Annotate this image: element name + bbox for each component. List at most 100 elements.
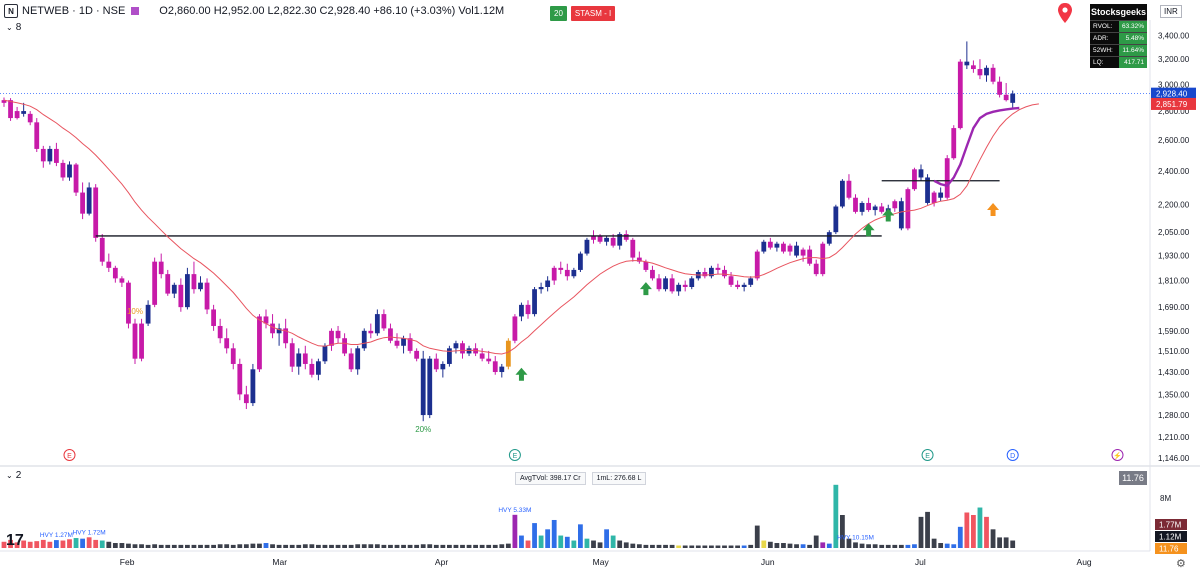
- up-arrow-icon: [882, 208, 895, 222]
- volume-bar: [211, 544, 216, 548]
- volume-value-text: 11.76: [1122, 473, 1144, 483]
- indicator-badge-20[interactable]: 20: [550, 6, 567, 21]
- candle-body: [859, 202, 865, 212]
- volume-tick-label: 8M: [1160, 494, 1171, 503]
- candle-body: [617, 234, 623, 246]
- volume-bar: [322, 544, 328, 548]
- y-tick-label: 2,800.00: [1158, 107, 1190, 116]
- volume-bar: [204, 544, 210, 548]
- volume-bar: [663, 544, 668, 548]
- settings-gear-icon[interactable]: ⚙: [1176, 558, 1186, 570]
- location-pin-icon[interactable]: [1057, 2, 1073, 24]
- candle-body: [1, 100, 7, 103]
- candle-body: [591, 235, 596, 240]
- candle-body: [898, 201, 904, 229]
- candle-body: [440, 363, 446, 370]
- price-pane-badge[interactable]: ⌄ 8: [6, 22, 21, 33]
- volume-bar: [669, 544, 675, 548]
- flag-icon[interactable]: [131, 7, 140, 15]
- candle-body: [453, 343, 459, 349]
- tradingview-logo[interactable]: 17: [6, 532, 24, 549]
- candle-body: [329, 330, 334, 346]
- candle-body: [879, 206, 885, 212]
- candle-body: [80, 192, 85, 214]
- x-tick-label: Apr: [435, 557, 448, 567]
- percent-annotation: 20%: [415, 425, 431, 434]
- y-tick-label: 3,400.00: [1158, 32, 1190, 41]
- volume-bar: [1003, 537, 1009, 548]
- y-tick-label: 1,430.00: [1158, 368, 1190, 377]
- volume-bar: [342, 544, 347, 548]
- moving-average-line: [3, 99, 1039, 355]
- candle-body: [388, 328, 393, 341]
- y-tick-label: 2,200.00: [1158, 201, 1190, 210]
- candle-body: [126, 282, 131, 324]
- heavy-volume-label: HVY 5.33M: [498, 507, 531, 514]
- candle-body: [86, 187, 92, 214]
- volume-bar: [250, 543, 256, 548]
- volume-bar: [237, 544, 243, 548]
- candle-body: [374, 314, 380, 334]
- volume-value-box: [1119, 471, 1147, 485]
- candle-body: [67, 164, 72, 178]
- volume-bar: [584, 538, 590, 548]
- candle-body: [669, 278, 675, 292]
- volume-bar: [165, 544, 171, 548]
- stats-title: Stocksgeeks: [1090, 7, 1147, 17]
- volume-bar: [407, 544, 413, 548]
- volume-bar: [558, 535, 564, 548]
- volume-bar: [787, 543, 793, 548]
- candle-body: [650, 269, 655, 279]
- volume-bar: [676, 545, 682, 548]
- candle-body: [951, 128, 957, 159]
- price-label-text: 2,928.40: [1156, 90, 1188, 99]
- y-tick-label: 2,400.00: [1158, 167, 1190, 176]
- volume-bar: [545, 529, 551, 548]
- y-tick-label: 1,690.00: [1158, 303, 1190, 312]
- candle-body: [787, 245, 793, 252]
- candle-body: [119, 278, 125, 283]
- candle-body: [165, 274, 171, 294]
- volume-bar: [112, 543, 118, 548]
- candle-body: [833, 206, 839, 233]
- candle-body: [407, 338, 413, 351]
- volume-pane-badge[interactable]: ⌄ 2: [6, 470, 21, 481]
- volume-bar: [866, 544, 871, 548]
- volume-bar: [368, 544, 374, 548]
- candle-body: [427, 358, 433, 416]
- x-tick-label: Feb: [120, 557, 135, 567]
- candle-body: [872, 206, 878, 211]
- volume-bar: [859, 543, 865, 548]
- volume-bar: [381, 544, 387, 548]
- candle-body: [309, 363, 315, 375]
- volume-bar: [951, 544, 957, 548]
- candle-body: [289, 343, 295, 367]
- candle-body: [643, 261, 649, 270]
- y-tick-label: 2,050.00: [1158, 228, 1190, 237]
- candle-body: [217, 325, 223, 339]
- volume-bar: [8, 539, 13, 548]
- volume-bar: [564, 536, 570, 548]
- candle-body: [276, 328, 282, 334]
- candle-body: [663, 278, 668, 290]
- volume-bar: [604, 529, 609, 548]
- candle-body: [826, 232, 832, 244]
- volume-bar: [735, 545, 740, 548]
- candle-body: [545, 280, 551, 287]
- indicator-badge-stasm[interactable]: STASM - I: [570, 6, 616, 21]
- candle-body: [414, 350, 420, 359]
- volume-pane-index: 2: [15, 470, 22, 481]
- volume-bar: [813, 535, 819, 548]
- candle-body: [748, 278, 754, 285]
- currency-selector[interactable]: INR: [1160, 5, 1182, 18]
- candle-body: [931, 192, 937, 203]
- volume-bar: [152, 544, 158, 548]
- candle-body: [728, 276, 734, 285]
- y-tick-label: 1,350.00: [1158, 390, 1190, 399]
- volume-bar: [833, 484, 839, 548]
- volume-bar: [931, 538, 937, 548]
- volume-bar: [1010, 540, 1016, 548]
- candle-body: [27, 113, 33, 123]
- symbol-title[interactable]: NETWEB · 1D · NSE: [22, 5, 126, 17]
